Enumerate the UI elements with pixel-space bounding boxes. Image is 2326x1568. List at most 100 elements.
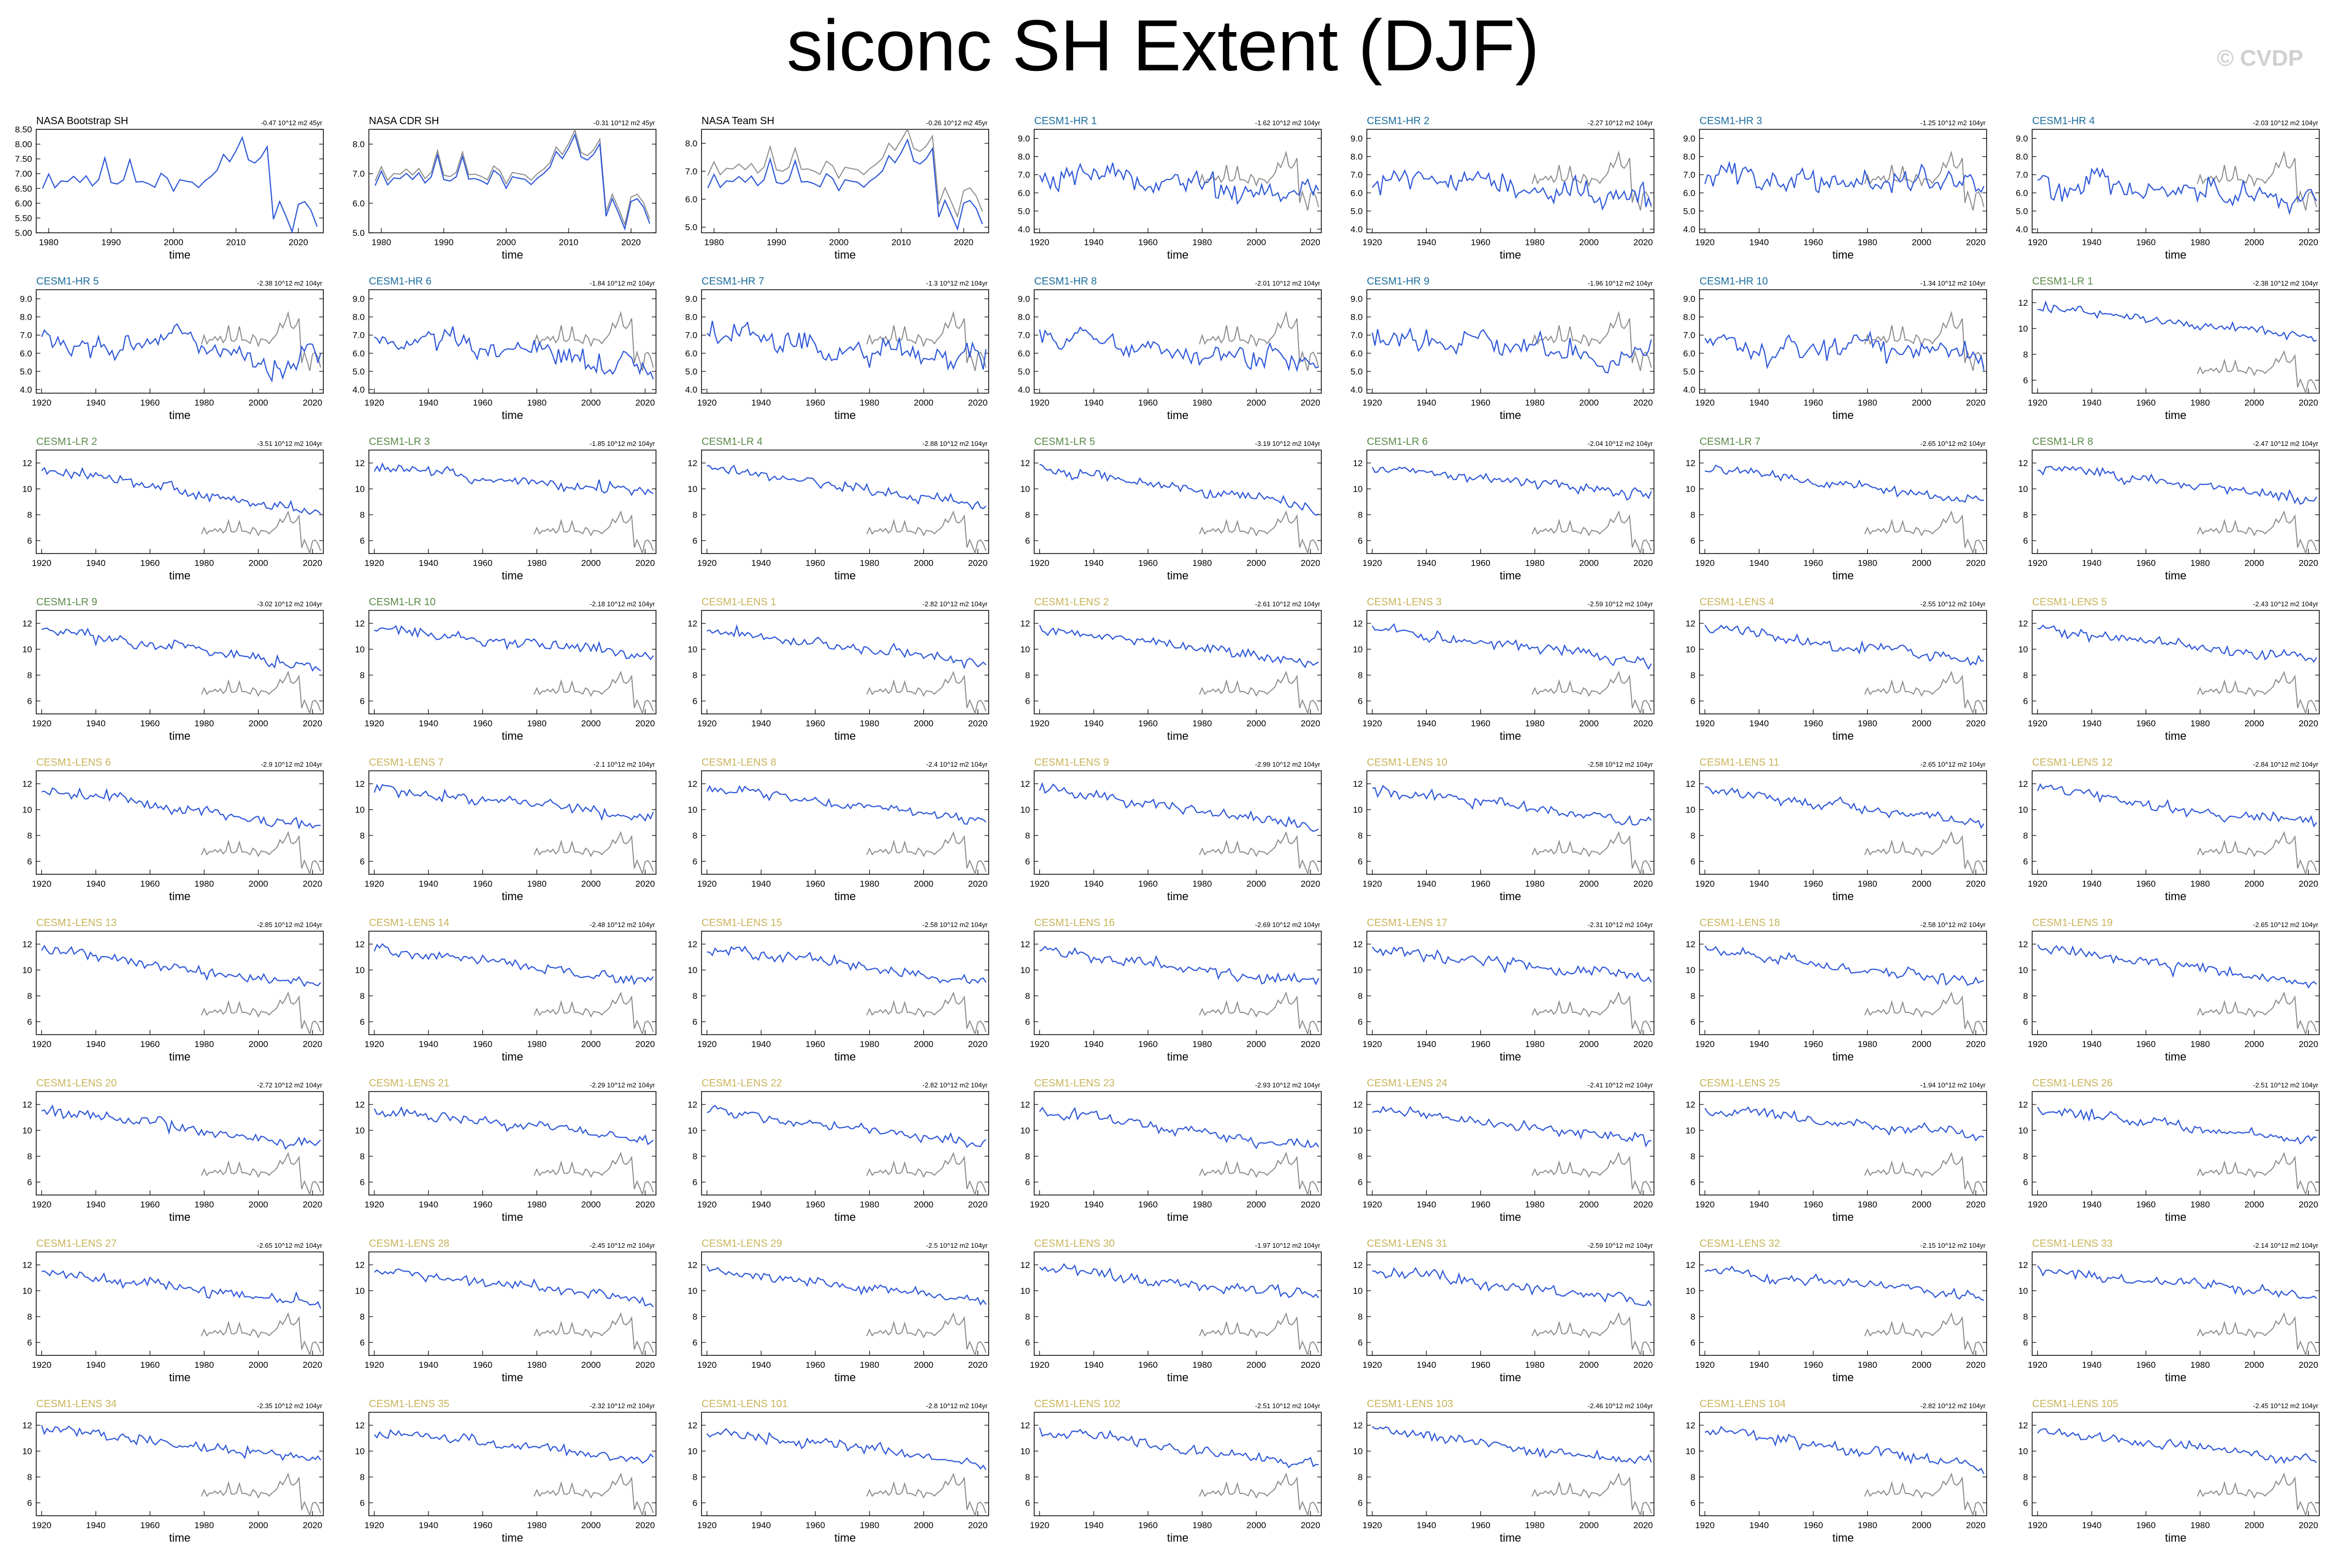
x-tick-label: 2020 — [289, 237, 308, 247]
y-tick-label: 8 — [1025, 510, 1030, 520]
y-tick-label: 6 — [27, 1498, 32, 1508]
y-tick-label: 6 — [1358, 696, 1363, 706]
x-tick-label: 1920 — [1363, 1200, 1382, 1209]
panel-cesm1-lens-18: CESM1-LENS 18 -2.58 10^12 m2 104yr 12 10 8 6 1… — [1686, 917, 1987, 1063]
panel-title: NASA Bootstrap SH — [36, 115, 128, 127]
panel-trend-label: -2.4 10^12 m2 104yr — [926, 760, 988, 768]
panel-frame — [1699, 610, 1987, 714]
observed-series-line — [1864, 670, 1985, 715]
x-tick-label: 2000 — [248, 1520, 268, 1530]
observed-series-line — [533, 670, 654, 715]
x-tick-label: 1960 — [2136, 1039, 2156, 1049]
model-series-line — [2037, 1265, 2317, 1300]
y-tick-label: 10 — [688, 805, 697, 815]
panel-cesm1-lens-5: CESM1-LENS 5 -2.43 10^12 m2 104yr 12 10 8 6 19… — [2018, 596, 2320, 742]
observed-series-line — [42, 136, 318, 234]
x-tick-label: 1960 — [1138, 398, 1158, 408]
x-tick-label: 2020 — [1633, 1360, 1653, 1370]
panel-frame — [2032, 1091, 2320, 1196]
x-tick-label: 1980 — [860, 1200, 879, 1209]
y-tick-label: 6 — [27, 1338, 32, 1348]
x-tick-label: 1940 — [1084, 237, 1104, 247]
observed-series-line — [866, 1152, 987, 1197]
observed-series-line — [1864, 831, 1985, 876]
x-tick-label: 2000 — [1912, 1039, 1931, 1049]
x-tick-label: 1960 — [806, 1039, 825, 1049]
observed-series-line — [2197, 1312, 2317, 1357]
y-tick-label: 8 — [1358, 1472, 1363, 1482]
panel-cesm1-lens-22: CESM1-LENS 22 -2.82 10^12 m2 104yr 12 10 8 6 1… — [688, 1078, 989, 1223]
y-tick-label: 8 — [360, 670, 365, 680]
y-tick-label: 4.0 — [1350, 225, 1363, 234]
x-tick-label: 1980 — [1858, 1360, 1877, 1370]
x-axis-label: time — [169, 1371, 191, 1384]
y-tick-label: 10 — [355, 1286, 365, 1296]
x-tick-label: 1920 — [1363, 719, 1382, 728]
y-tick-label: 10 — [2018, 805, 2028, 815]
panel-cesm1-hr-4: CESM1-HR 4 -2.03 10^12 m2 104yr 9.0 8.0 7.0 6… — [2016, 115, 2320, 261]
x-tick-label: 1920 — [697, 1360, 717, 1370]
x-axis-label: time — [1832, 729, 1854, 742]
x-tick-label: 2020 — [2299, 237, 2318, 247]
x-tick-label: 2020 — [1633, 558, 1653, 568]
panel-cesm1-lens-105: CESM1-LENS 105 -2.45 10^12 m2 104yr 12 10 8 6… — [2018, 1398, 2320, 1544]
y-tick-label: 10 — [688, 1126, 697, 1136]
x-tick-label: 2000 — [1246, 1520, 1266, 1530]
panel-frame — [1366, 1412, 1654, 1516]
x-tick-label: 2020 — [1301, 237, 1320, 247]
cvdp-watermark: © CVDP — [2217, 46, 2303, 71]
panel-frame — [1366, 1251, 1654, 1356]
y-tick-label: 7.50 — [15, 154, 32, 164]
y-tick-label: 8 — [2023, 831, 2028, 841]
x-tick-label: 1940 — [1417, 558, 1436, 568]
panel-trend-label: -2.61 10^12 m2 104yr — [1255, 600, 1321, 608]
model-series-line — [1372, 785, 1652, 826]
x-tick-label: 1960 — [806, 1360, 825, 1370]
y-tick-label: 12 — [2018, 939, 2028, 949]
y-tick-label: 10 — [1353, 484, 1363, 494]
panel-trend-label: -2.45 10^12 m2 104yr — [2253, 1402, 2319, 1410]
x-tick-label: 1920 — [2028, 558, 2048, 568]
x-tick-label: 1960 — [1471, 1520, 1490, 1530]
panel-trend-label: -2.32 10^12 m2 104yr — [590, 1402, 655, 1410]
x-tick-label: 1960 — [806, 719, 825, 728]
x-tick-label: 1980 — [195, 719, 214, 728]
y-tick-label: 8 — [693, 510, 697, 520]
y-tick-label: 10 — [1686, 805, 1695, 815]
x-tick-label: 2000 — [1912, 879, 1931, 889]
x-tick-label: 1940 — [751, 558, 771, 568]
x-axis-label: time — [502, 569, 524, 582]
panel-title: CESM1-HR 4 — [2032, 115, 2095, 127]
x-tick-label: 2020 — [2299, 1039, 2318, 1049]
x-tick-label: 2000 — [1912, 237, 1931, 247]
observed-series-line — [1199, 510, 1319, 555]
y-tick-label: 6.0 — [20, 349, 32, 359]
panel-trend-label: -2.5 10^12 m2 104yr — [926, 1242, 988, 1249]
observed-series-line — [1199, 1472, 1319, 1517]
x-tick-label: 1960 — [2136, 237, 2156, 247]
y-tick-label: 9.0 — [1350, 294, 1363, 304]
panel-trend-label: -2.27 10^12 m2 104yr — [1588, 119, 1653, 127]
x-axis-label: time — [1167, 248, 1189, 261]
panel-cesm1-lr-4: CESM1-LR 4 -2.88 10^12 m2 104yr 12 10 8 6 1920… — [688, 436, 989, 582]
panel-title: CESM1-LENS 9 — [1034, 757, 1109, 768]
y-tick-label: 12 — [22, 1421, 32, 1430]
panel-title: CESM1-LENS 16 — [1034, 917, 1115, 929]
panel-frame — [2032, 289, 2320, 394]
x-tick-label: 1940 — [86, 1039, 106, 1049]
x-tick-label: 1920 — [32, 558, 52, 568]
panel-title: CESM1-LENS 18 — [1699, 917, 1780, 929]
y-tick-label: 6 — [1025, 857, 1030, 867]
y-tick-label: 6.00 — [15, 199, 32, 208]
y-tick-label: 10 — [22, 484, 32, 494]
x-tick-label: 2000 — [914, 1520, 933, 1530]
x-tick-label: 2000 — [581, 1360, 601, 1370]
x-tick-label: 1920 — [365, 1200, 384, 1209]
x-tick-label: 1940 — [751, 398, 771, 408]
y-tick-label: 12 — [1020, 1100, 1030, 1110]
panel-frame — [1034, 1412, 1322, 1516]
x-axis-label: time — [834, 729, 856, 742]
x-tick-label: 1940 — [1084, 1039, 1104, 1049]
x-tick-label: 2000 — [914, 398, 933, 408]
panel-title: CESM1-LENS 34 — [36, 1398, 117, 1410]
